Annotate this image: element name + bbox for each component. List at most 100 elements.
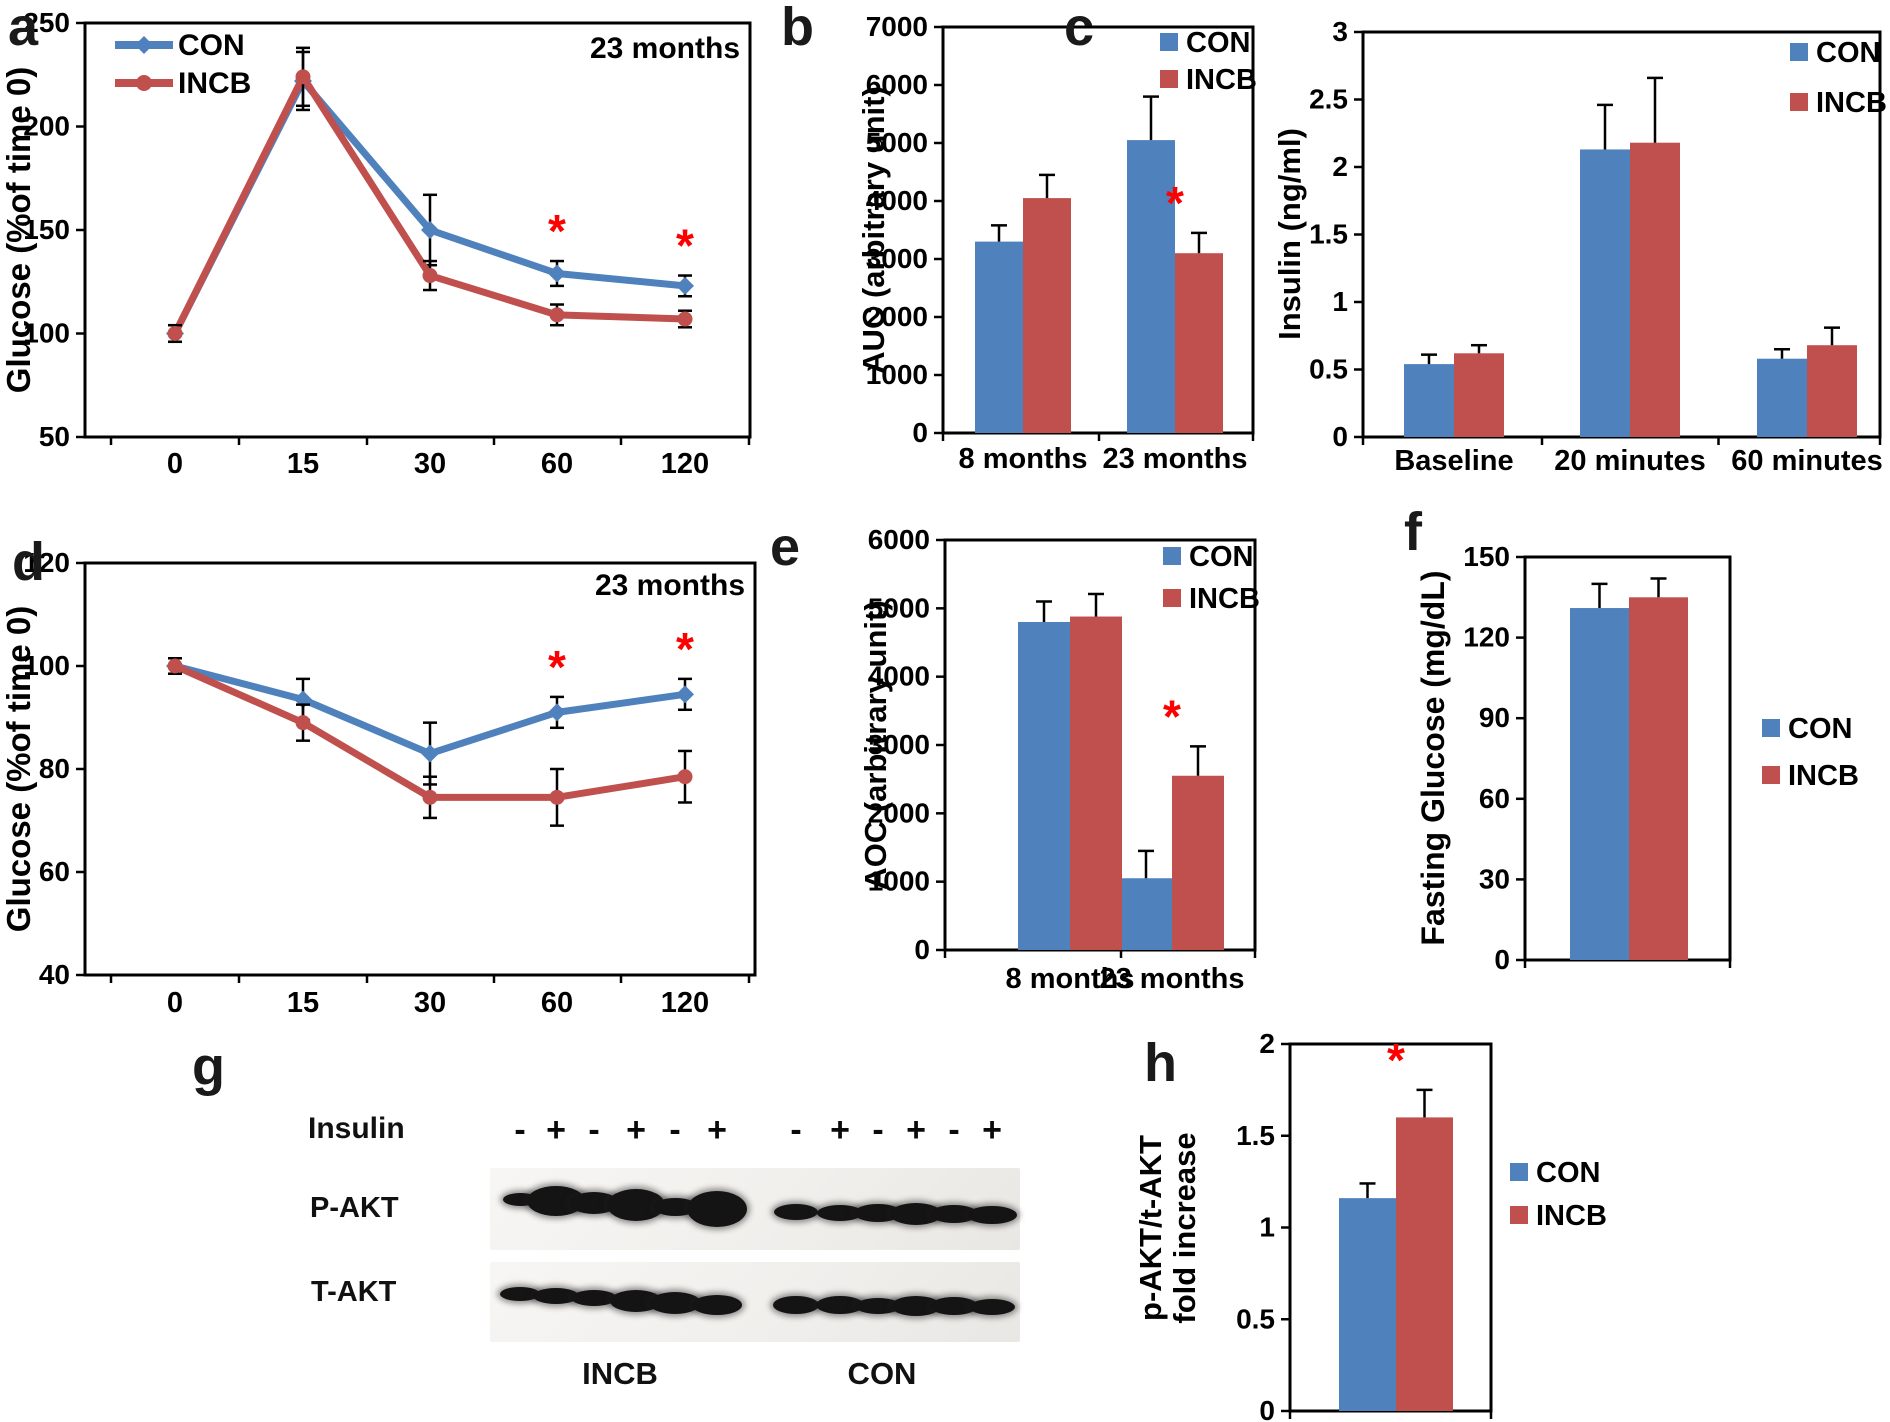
marker-diamond (421, 221, 439, 239)
chart-panel-f: 0 30 60 90 120 150 Fasting Glucose (mg/dL) CON I… (1415, 541, 1859, 975)
y-tick-label: 80 (39, 753, 70, 784)
series-con (975, 95, 1175, 433)
protein-band (774, 1204, 818, 1220)
x-axis: 8 months 23 months (941, 433, 1255, 475)
y-tick-label: 60 (1479, 783, 1510, 814)
insulin-plus-sign: + (906, 1111, 926, 1149)
y-axis-title: AOC (arbitrary unit) (858, 600, 893, 889)
chart-panel-a: 50 100 150 200 250 0 15 30 60 120 Glucose (%of tim… (0, 7, 752, 480)
legend-label: INCB (178, 67, 251, 100)
marker-circle (422, 268, 438, 284)
series-incb (167, 657, 693, 827)
protein-band (692, 1295, 742, 1315)
y-axis: 50 100 150 200 250 (23, 7, 85, 452)
y-tick-label: 120 (23, 547, 70, 578)
y-tick-label: 0 (1494, 944, 1510, 975)
marker-diamond (548, 264, 566, 283)
y-tick-label: 1000 (868, 866, 930, 897)
y-axis: 0 0.5 1 1.5 2 2.5 3 (1309, 16, 1363, 452)
legend-label: INCB (1186, 64, 1257, 96)
bar (1339, 1198, 1396, 1411)
bar (1570, 608, 1629, 960)
legend-label: CON (1186, 27, 1250, 59)
y-tick-label: 0.5 (1309, 354, 1348, 385)
panel-h-letter: h (1144, 1033, 1177, 1093)
insulin-plus-sign: + (830, 1111, 850, 1149)
legend-swatch (1762, 766, 1780, 784)
significance-asterisk: * (1387, 1034, 1405, 1086)
y-tick-label: 2 (1332, 151, 1348, 182)
legend: CON INCB (1160, 27, 1257, 96)
significance-asterisk: * (676, 220, 694, 272)
protein-band (967, 1206, 1017, 1224)
legend-swatch (1510, 1163, 1528, 1181)
bar (1018, 622, 1070, 950)
panel-c-letter: c (1064, 0, 1095, 57)
bar (1396, 1117, 1453, 1411)
legend: CON INCB (1762, 713, 1859, 792)
series-con (1018, 600, 1172, 950)
y-tick-label: 3 (1332, 16, 1348, 47)
legend: CON INCB (1510, 1157, 1607, 1232)
y-axis: 40 60 80 100 120 (23, 547, 85, 990)
y-tick-label: 50 (39, 421, 70, 452)
legend-label: INCB (1536, 1200, 1607, 1232)
x-tick-label: 15 (287, 448, 319, 480)
group-label-incb: INCB (582, 1356, 658, 1391)
marker-diamond (548, 703, 566, 722)
x-tick-label: 0 (167, 987, 183, 1019)
y-tick-label: 0 (1259, 1395, 1275, 1422)
x-tick-label: 0 (167, 448, 183, 480)
y-axis-title: Fasting Glucose (mg/dL) (1415, 570, 1451, 945)
protein-band (854, 1204, 902, 1223)
significance-asterisk: * (1166, 177, 1184, 229)
series-incb (167, 46, 693, 344)
y-tick-label: 150 (23, 214, 70, 245)
marker-diamond (421, 744, 439, 763)
p-akt-row-label: P-AKT (310, 1192, 399, 1224)
panel-e-letter: e (770, 517, 801, 577)
legend-label: INCB (1788, 760, 1859, 792)
y-tick-label: 0 (912, 417, 928, 448)
bar (1630, 142, 1680, 437)
y-tick-label: 200 (23, 111, 70, 142)
marker-circle (295, 715, 311, 731)
y-tick-label: 5000 (868, 592, 930, 623)
y-tick-label: 2000 (868, 797, 930, 828)
y-axis-title: Glucose (%of time 0) (0, 606, 37, 932)
legend-label: INCB (1816, 87, 1887, 119)
bar (1127, 140, 1175, 433)
x-tick-label: 8 months (1006, 963, 1135, 995)
protein-band (890, 1202, 942, 1225)
x-tick-label: 20 minutes (1554, 445, 1706, 477)
x-axis: 0 15 30 60 120 (109, 975, 751, 1019)
y-axis-title: Glucose (%of time 0) (0, 67, 37, 393)
legend: CON INCB (1163, 541, 1260, 615)
insulin-minus-sign: - (872, 1111, 884, 1149)
y-tick-label: 2.5 (1309, 84, 1348, 115)
panel-d-letter: d (12, 532, 45, 592)
protein-band (816, 1296, 864, 1315)
protein-band (930, 1205, 978, 1224)
bar (1172, 775, 1224, 950)
legend: CON INCB (115, 29, 251, 100)
insulin-minus-sign: - (948, 1111, 960, 1149)
y-tick-label: 150 (1463, 541, 1510, 572)
x-axis (1523, 960, 1732, 968)
y-axis: 0 0.5 1 1.5 2 (1236, 1028, 1290, 1422)
plot-area-border (83, 561, 757, 977)
bar (1120, 878, 1172, 950)
x-axis: Baseline 20 minutes 60 minutes (1361, 437, 1883, 477)
y-tick-label: 100 (23, 650, 70, 681)
protein-band (571, 1290, 617, 1307)
bar (1757, 358, 1807, 437)
y-tick-label: 1.5 (1236, 1120, 1275, 1151)
bar (1404, 364, 1454, 437)
legend-label: CON (1189, 541, 1253, 573)
protein-band (569, 1192, 619, 1214)
significance-asterisk: * (548, 205, 566, 257)
x-tick-label: 60 (541, 987, 573, 1019)
marker-circle (549, 307, 565, 323)
marker-circle (167, 326, 183, 341)
